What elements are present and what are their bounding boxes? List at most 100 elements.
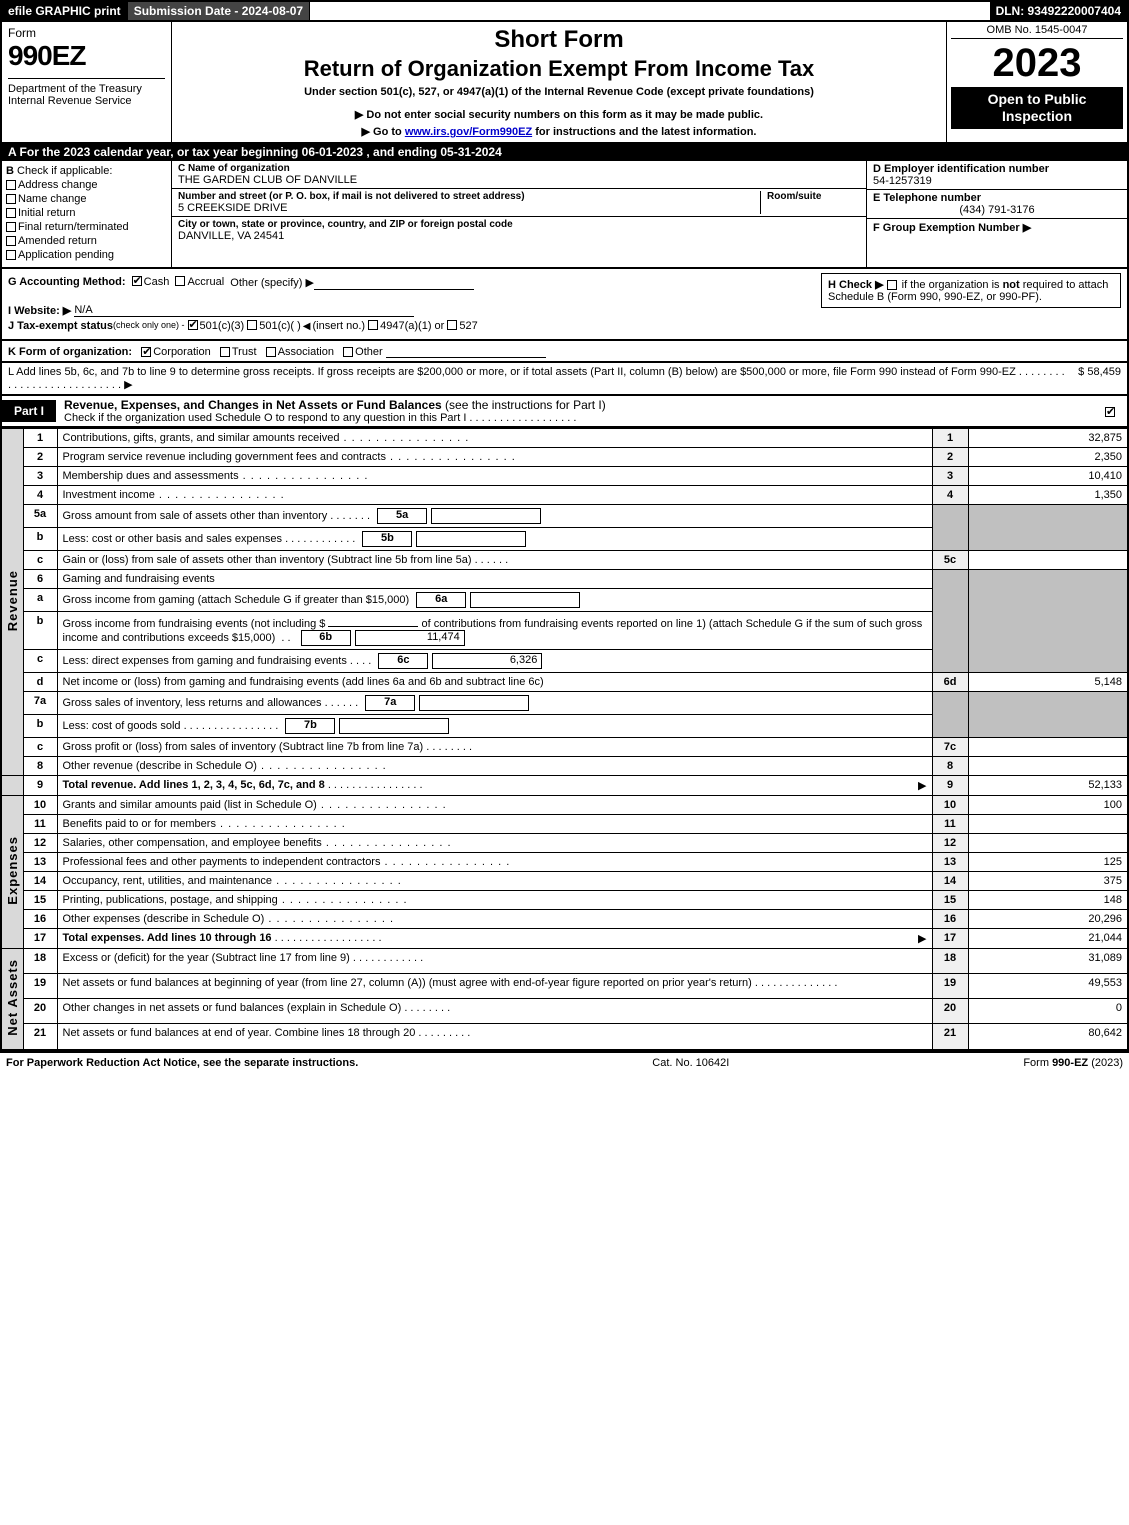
misc-ghij: G Accounting Method: Cash Accrual Other … [0,269,1129,341]
lbl-name-change: Name change [18,193,87,205]
chk-name-change[interactable] [6,194,16,204]
g-label: G Accounting Method: [8,276,126,290]
amt-18: 31,089 [968,949,1128,974]
num-12: 12 [932,834,968,853]
chk-association[interactable] [266,347,276,357]
ln-6b: b [23,612,57,650]
part1-tag: Part I [2,400,56,422]
amt-1: 32,875 [968,429,1128,448]
boxamt-6b: 11,474 [355,630,465,646]
chk-amended-return[interactable] [6,236,16,246]
boxamt-6c: 6,326 [432,653,542,669]
num-14: 14 [932,872,968,891]
chk-not-required-sched-b[interactable] [887,280,897,290]
ln-5b: b [23,528,57,551]
desc-6a: Gross income from gaming (attach Schedul… [63,594,410,606]
footer-right: Form 990-EZ (2023) [1023,1057,1123,1069]
irs-link[interactable]: www.irs.gov/Form990EZ [405,126,532,138]
ln-8: 8 [23,757,57,776]
amt-5c [968,551,1128,570]
tax-year: 2023 [951,43,1123,83]
lbl-cash: Cash [144,276,170,290]
boxamt-7a [419,695,529,711]
num-6d: 6d [932,673,968,692]
ln-17: 17 [23,929,57,949]
desc-13: Professional fees and other payments to … [63,856,381,868]
lbl-amended-return: Amended return [18,235,97,247]
num-1: 1 [932,429,968,448]
page-footer: For Paperwork Reduction Act Notice, see … [0,1051,1129,1073]
box-7a: 7a [365,695,415,711]
chk-schedule-o-part1[interactable] [1105,407,1115,417]
amt-4: 1,350 [968,486,1128,505]
boxamt-5b [416,531,526,547]
chk-527[interactable] [447,320,457,330]
num-10: 10 [932,796,968,815]
footer-form-num: 990-EZ [1052,1057,1088,1069]
lbl-insert-no: (insert no.) [313,320,366,332]
shade-7ab [932,692,968,738]
amt-17: 21,044 [968,929,1128,949]
ln-21: 21 [23,1024,57,1050]
arrow-17-icon: ▶ [918,932,926,945]
shade-5ab [932,505,968,551]
desc-6d: Net income or (loss) from gaming and fun… [63,676,544,688]
amt-3: 10,410 [968,467,1128,486]
chk-trust[interactable] [220,347,230,357]
other-org-input[interactable] [386,344,546,358]
dln: DLN: 93492220007404 [990,2,1127,20]
chk-initial-return[interactable] [6,208,16,218]
chk-other-org[interactable] [343,347,353,357]
shade-amt-6abc [968,570,1128,673]
chk-501c[interactable] [247,320,257,330]
lbl-address-change: Address change [18,179,98,191]
desc-5a: Gross amount from sale of assets other t… [63,510,328,522]
open-to-public: Open to Public Inspection [951,87,1123,129]
boxamt-5a [431,508,541,524]
c-name-label: C Name of organization [178,163,860,174]
line-k: K Form of organization: Corporation Trus… [0,341,1129,363]
addr-label: Number and street (or P. O. box, if mail… [178,191,760,202]
chk-final-return[interactable] [6,222,16,232]
chk-501c3[interactable] [188,320,198,330]
num-17: 17 [932,929,968,949]
subtitle-ssn-warning: ▶ Do not enter social security numbers o… [180,108,938,121]
desc-6: Gaming and fundraising events [57,570,932,589]
lbl-accrual: Accrual [187,276,224,290]
chk-address-change[interactable] [6,180,16,190]
desc-21: Net assets or fund balances at end of ye… [63,1027,416,1039]
ln-20: 20 [23,999,57,1024]
num-21: 21 [932,1024,968,1050]
chk-accrual[interactable] [175,276,185,286]
amt-9: 52,133 [968,776,1128,796]
line-l: L Add lines 5b, 6c, and 7b to line 9 to … [0,363,1129,396]
irs-label: Internal Revenue Service [8,95,132,107]
amt-14: 375 [968,872,1128,891]
k-label: K Form of organization: [8,346,132,358]
part1-title: Revenue, Expenses, and Changes in Net As… [64,398,442,412]
chk-corporation[interactable] [141,347,151,357]
chk-4947[interactable] [368,320,378,330]
amt-2: 2,350 [968,448,1128,467]
org-city: DANVILLE, VA 24541 [178,230,860,242]
amt-21: 80,642 [968,1024,1128,1050]
num-2: 2 [932,448,968,467]
org-name: THE GARDEN CLUB OF DANVILLE [178,174,860,186]
title-return: Return of Organization Exempt From Incom… [180,56,938,82]
chk-cash[interactable] [132,276,142,286]
num-13: 13 [932,853,968,872]
desc-5c: Gain or (loss) from sale of assets other… [63,554,472,566]
ln-7a: 7a [23,692,57,715]
desc-3: Membership dues and assessments [63,470,239,482]
subtitle-section: Under section 501(c), 527, or 4947(a)(1)… [180,86,938,98]
desc-11: Benefits paid to or for members [63,818,216,830]
other-method-input[interactable] [314,276,474,290]
ln-12: 12 [23,834,57,853]
desc-12: Salaries, other compensation, and employ… [63,837,322,849]
desc-19: Net assets or fund balances at beginning… [63,977,752,989]
lbl-final-return: Final return/terminated [18,221,129,233]
dept-label: Department of the Treasury [8,83,142,95]
chk-application-pending[interactable] [6,250,16,260]
ln-3: 3 [23,467,57,486]
d-ein-label: D Employer identification number [873,163,1121,175]
